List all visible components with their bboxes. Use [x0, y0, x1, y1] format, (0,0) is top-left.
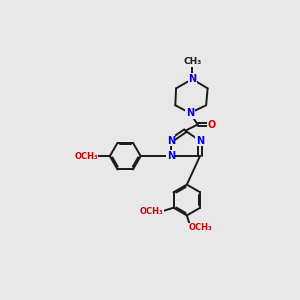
- Text: N: N: [188, 74, 196, 84]
- Text: N: N: [167, 136, 175, 146]
- Text: N: N: [186, 108, 194, 118]
- Text: OCH₃: OCH₃: [189, 223, 212, 232]
- Text: OCH₃: OCH₃: [74, 152, 98, 160]
- Text: N: N: [167, 151, 175, 161]
- Text: N: N: [196, 136, 204, 146]
- Text: O: O: [207, 119, 216, 130]
- Text: CH₃: CH₃: [183, 57, 201, 66]
- Text: OCH₃: OCH₃: [140, 207, 163, 216]
